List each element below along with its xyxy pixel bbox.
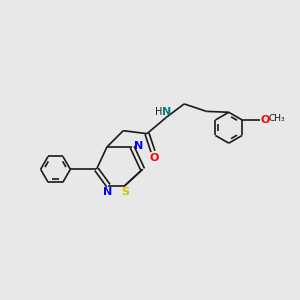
Text: H: H [155, 107, 163, 117]
Text: O: O [261, 115, 270, 125]
Text: N: N [103, 187, 112, 197]
Text: O: O [149, 153, 159, 163]
Text: N: N [134, 141, 143, 152]
Text: CH₃: CH₃ [268, 114, 285, 123]
Text: N: N [162, 107, 172, 117]
Text: S: S [121, 187, 129, 197]
